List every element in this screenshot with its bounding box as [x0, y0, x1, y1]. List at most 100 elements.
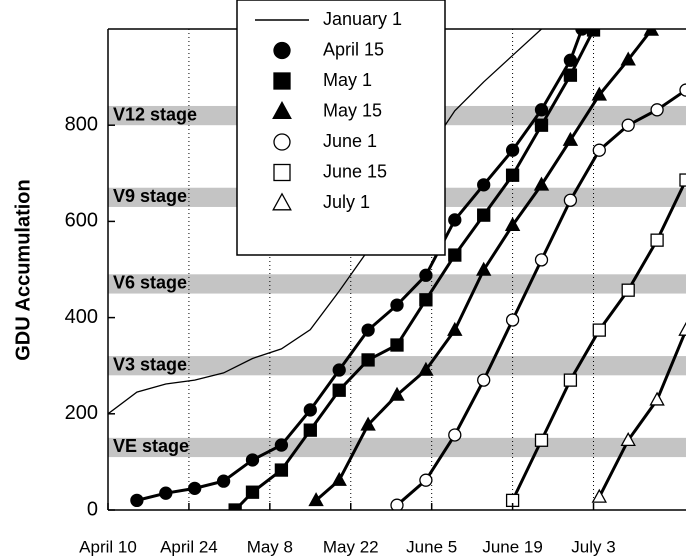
legend-label: January 1	[323, 9, 402, 29]
legend-label: June 1	[323, 131, 377, 151]
y-tick-label: 600	[65, 210, 98, 232]
data-point	[534, 118, 549, 132]
data-point	[332, 383, 346, 397]
legend-marker	[272, 192, 292, 211]
data-point	[504, 216, 521, 231]
data-point	[679, 83, 686, 97]
x-tick-label: April 10	[79, 537, 137, 556]
stage-label: V9 stage	[113, 186, 187, 206]
data-point	[361, 353, 375, 367]
series-line	[234, 29, 595, 510]
series-line	[108, 29, 542, 415]
data-point	[419, 473, 433, 487]
legend-label: April 15	[323, 39, 384, 59]
legend-label: June 15	[323, 161, 387, 181]
data-point	[390, 498, 404, 510]
data-point	[390, 298, 404, 312]
data-point	[562, 131, 579, 146]
legend-marker	[273, 72, 291, 90]
data-point	[534, 103, 549, 117]
stage-label: V6 stage	[113, 273, 187, 293]
data-point	[650, 103, 664, 117]
data-point	[476, 261, 492, 276]
stage-label: VE stage	[113, 436, 189, 456]
legend-marker	[273, 163, 291, 182]
data-point	[534, 253, 549, 267]
data-point	[274, 463, 289, 477]
x-tick-label: April 24	[160, 537, 218, 556]
data-point	[621, 118, 635, 132]
data-point	[448, 428, 462, 442]
data-point	[308, 492, 324, 507]
data-point	[592, 323, 606, 337]
x-tick-label: May 22	[323, 537, 379, 556]
data-point	[650, 233, 664, 247]
data-point	[419, 293, 433, 307]
stage-band	[108, 437, 686, 458]
data-point	[592, 143, 606, 157]
data-point	[477, 373, 491, 387]
y-tick-label: 800	[65, 113, 98, 135]
data-point	[245, 453, 260, 467]
legend-marker	[273, 41, 291, 60]
stage-label: V3 stage	[113, 354, 187, 374]
stage-band	[108, 274, 686, 294]
data-point	[303, 403, 317, 417]
legend-box	[236, 0, 446, 256]
data-point	[390, 338, 404, 352]
data-point	[563, 193, 578, 207]
x-tick-label: May 8	[247, 537, 293, 556]
legend: January 1 April 15 May 1 May 15 June 1 June 1…	[236, 0, 446, 256]
stage-label: V12 stage	[113, 104, 197, 124]
legend-marker	[272, 100, 292, 119]
data-point	[649, 391, 665, 406]
x-tick-label: June 5	[406, 537, 457, 556]
legend-label: May 1	[323, 70, 372, 90]
data-point	[360, 416, 376, 431]
data-point	[228, 503, 242, 510]
data-point	[563, 68, 578, 82]
data-point	[477, 178, 491, 192]
data-point	[159, 486, 173, 500]
data-point	[419, 268, 433, 282]
y-axis-label: GDU Accumulation	[12, 179, 34, 361]
series-line	[597, 329, 686, 498]
x-tick-label: July 3	[571, 537, 615, 556]
legend-marker	[273, 133, 291, 151]
data-point	[389, 386, 405, 401]
y-tick-label: 0	[87, 498, 98, 520]
data-point	[361, 323, 375, 337]
legend-label: May 15	[323, 100, 382, 120]
x-tick-label: June 19	[482, 537, 543, 556]
data-point	[591, 86, 607, 101]
data-point	[477, 208, 491, 222]
data-point	[245, 485, 260, 499]
data-point	[505, 313, 520, 327]
data-point	[331, 471, 347, 486]
data-point	[621, 283, 635, 297]
data-point	[534, 433, 549, 447]
data-point	[620, 432, 636, 447]
data-point	[447, 321, 463, 336]
data-point	[586, 29, 601, 37]
data-point	[505, 168, 520, 182]
data-point	[188, 481, 202, 496]
data-point	[563, 373, 578, 387]
data-point	[332, 363, 346, 377]
data-point	[303, 423, 317, 437]
data-point	[130, 493, 144, 508]
y-tick-label: 200	[65, 402, 98, 424]
data-point	[575, 29, 589, 36]
data-point	[679, 173, 686, 187]
y-tick-label: 400	[65, 306, 98, 328]
legend-label: July 1	[323, 192, 370, 212]
data-point	[448, 248, 462, 262]
data-point	[418, 361, 434, 376]
data-point	[591, 488, 607, 503]
data-point	[216, 474, 231, 488]
data-point	[620, 51, 636, 66]
stage-band	[108, 356, 686, 376]
data-point	[678, 321, 686, 336]
data-point	[274, 438, 289, 452]
